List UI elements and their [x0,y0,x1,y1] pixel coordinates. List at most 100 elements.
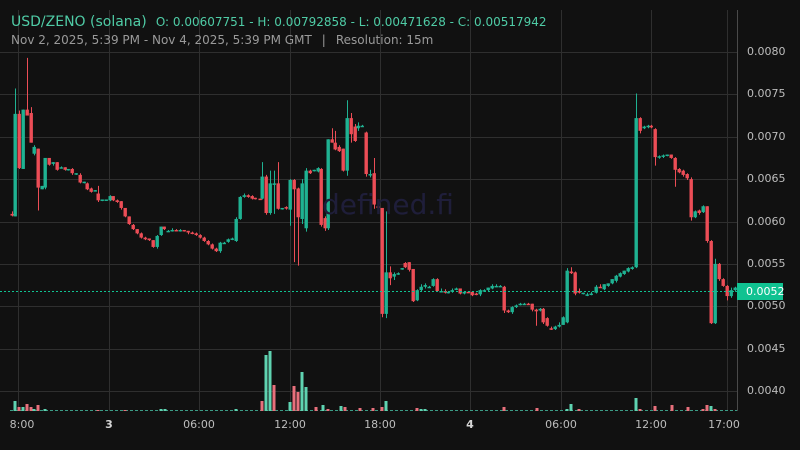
candle-body [333,142,337,150]
candle-body [300,183,304,219]
candle-body [364,132,368,175]
volume-bar [339,406,343,411]
candle-body [284,207,288,209]
candle-body [407,262,411,270]
separator: | [321,33,326,47]
candle-body [494,285,498,288]
candle-body [419,286,423,291]
candle-body [214,248,218,252]
candle-body [360,125,364,128]
time-tick-label: 4 [466,418,474,431]
price-tick-label: 0.0080 [747,45,786,58]
candle-body [316,168,320,172]
candle-body [626,268,630,272]
time-tick-label: 18:00 [364,418,396,431]
volume-bar [380,407,384,411]
candle-body [646,125,650,128]
volume-bar [371,408,375,411]
candle-body [454,288,458,290]
volume-bar [565,409,569,411]
candle-body [581,292,585,295]
candle-body [411,268,415,302]
resolution-label: Resolution: 15m [335,33,434,47]
candle-body [642,126,646,129]
candle-body [226,239,230,242]
candle-body [82,181,86,184]
candle-body [238,196,242,219]
candle-body [522,303,526,306]
volume-bar [123,410,127,411]
volume-bar [638,409,642,411]
ohlc-values: O: 0.00607751 - H: 0.00792858 - L: 0.004… [155,15,547,29]
volume-bar [260,401,264,411]
candle-body [349,118,353,135]
time-tick-label: 8:00 [9,418,35,431]
candle-body [462,291,466,294]
candle-body [222,242,226,245]
candle-body [589,293,593,296]
candle-body [304,170,308,229]
price-tick-label: 0.0075 [747,87,786,100]
candle-body [155,235,159,247]
candle-body [70,168,74,174]
candle-body [108,196,112,201]
volume-bar [535,408,539,411]
volume-bar [701,409,705,411]
candle-body [230,238,234,240]
volume-bar [358,408,362,411]
candle-body [356,125,360,129]
candle-body [25,109,29,116]
candle-body [131,224,135,230]
candle-body [713,263,717,324]
candle-body [450,290,454,292]
candle-body [538,308,542,311]
candle-body [534,309,538,312]
candle-body [384,272,388,314]
candle-body [96,193,100,201]
candle-body [577,290,581,293]
time-tick-label: 12:00 [274,418,306,431]
current-price-tag: 0.0052 [737,283,785,300]
volume-bar [268,351,272,411]
volume-bar [502,407,506,411]
price-tick-label: 0.0050 [747,299,786,312]
candle-body [717,263,721,280]
candle-body [478,290,482,295]
volume-bar [288,402,292,411]
candle-body [653,129,657,158]
candle-body [427,286,431,289]
time-tick-label: 06:00 [183,418,215,431]
candle-body [506,310,510,313]
candle-body [610,279,614,284]
price-tick-label: 0.0040 [747,384,786,397]
candle-body [66,168,70,171]
candle-body [166,230,170,233]
time-tick-label: 3 [105,418,113,431]
candle-body [400,268,404,270]
candle-body [296,188,300,218]
time-tick-label: 06:00 [545,418,577,431]
candle-body [622,270,626,275]
candle-body [253,197,257,200]
volume-bar [384,401,388,411]
volume-bar [300,372,304,411]
candle-body [376,206,380,208]
candle-body [573,272,577,294]
candle-body [634,118,638,268]
candle-body [606,283,610,286]
candle-body [29,113,33,143]
volume-bar [43,409,47,411]
candle-body [312,169,316,172]
candle-body [190,232,194,235]
candle-body [649,125,653,128]
price-tick-label: 0.0065 [747,172,786,185]
chart-subheader: Nov 2, 2025, 5:39 PM - Nov 4, 2025, 5:39… [11,33,433,47]
candle-body [681,170,685,175]
candle-body [372,173,376,205]
candle-body [518,303,522,306]
candle-body [246,195,250,197]
candle-body [733,287,737,291]
candle-body [100,199,104,201]
candle-body [276,183,280,209]
